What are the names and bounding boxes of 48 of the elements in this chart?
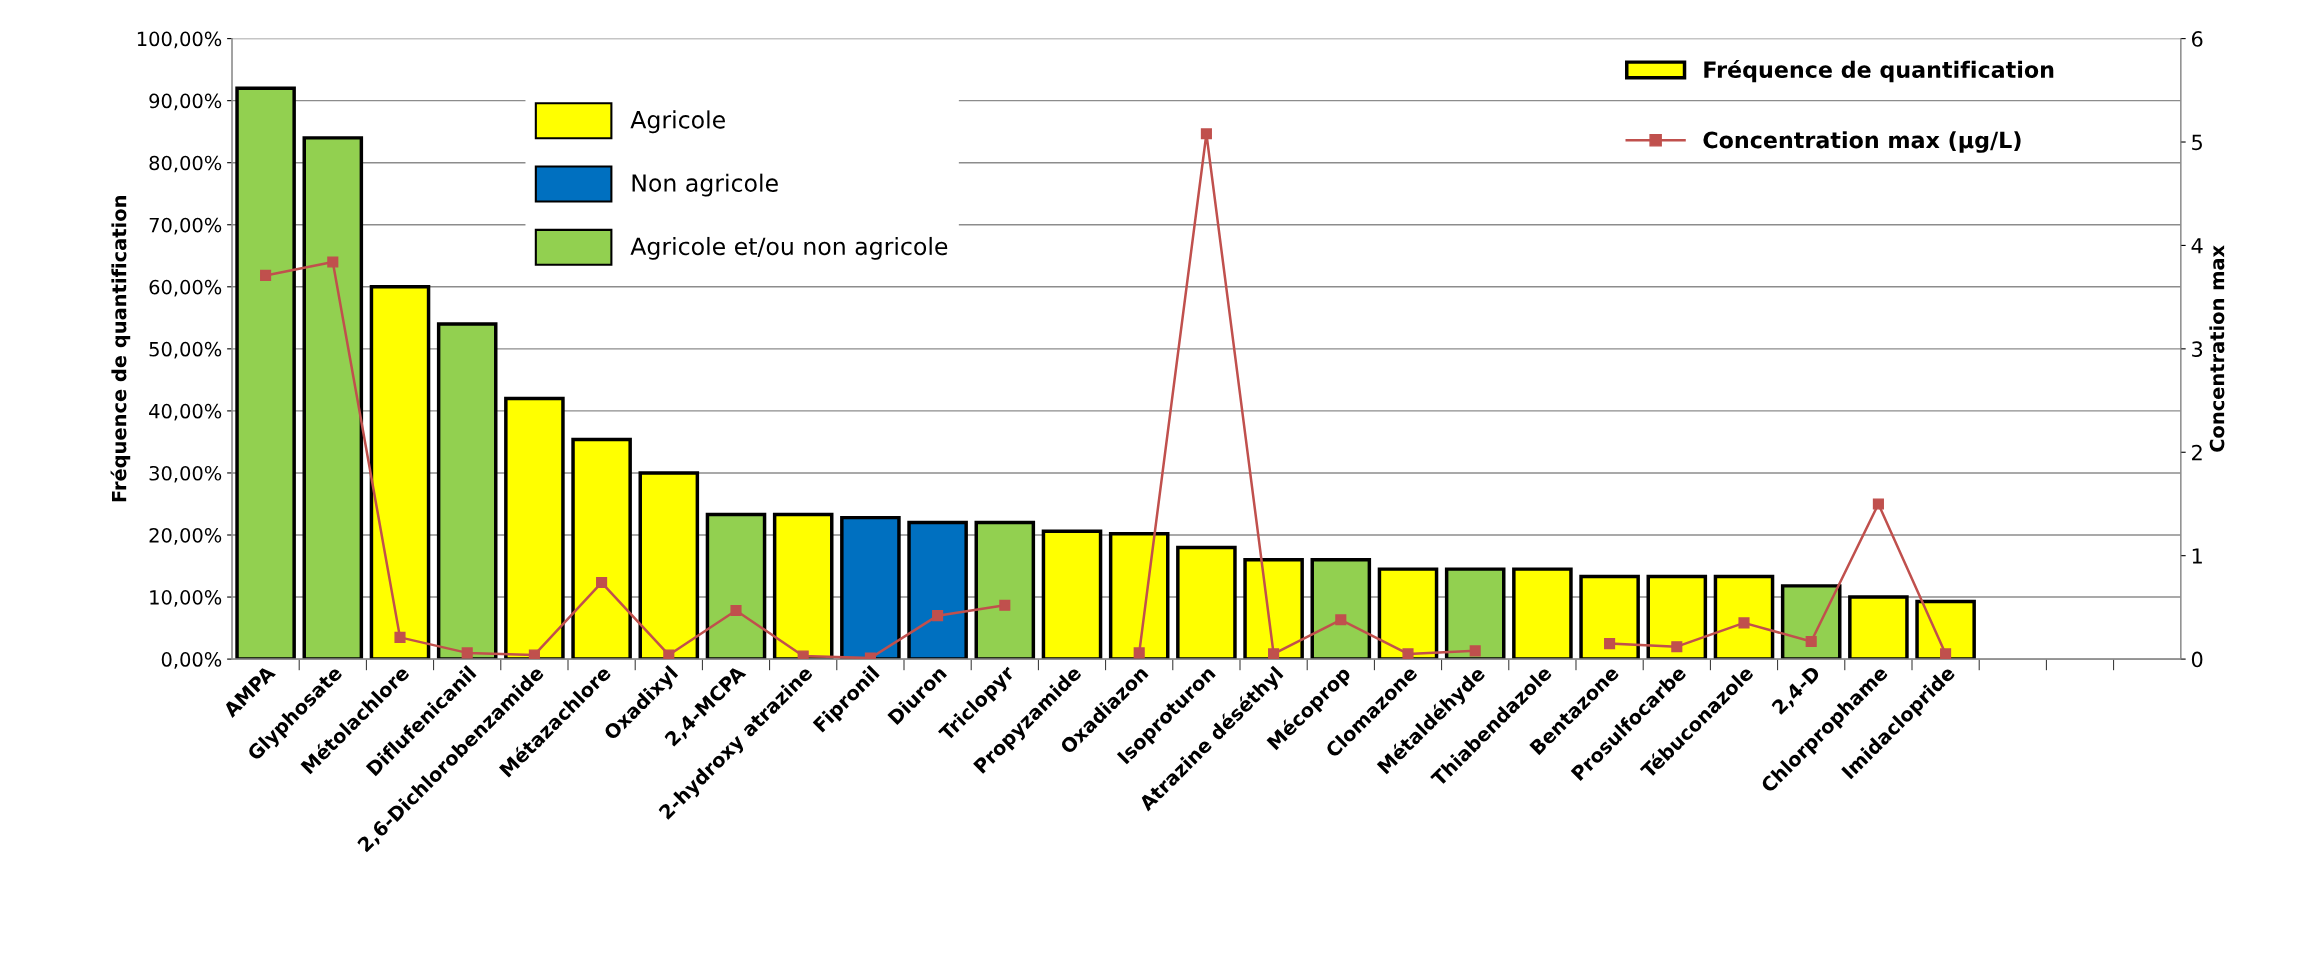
point xyxy=(730,604,742,617)
point xyxy=(999,599,1011,611)
point xyxy=(1133,647,1145,659)
point xyxy=(1268,648,1280,660)
point xyxy=(1200,128,1212,140)
y2-tick-label: 3 xyxy=(2192,341,2203,358)
point xyxy=(461,647,473,659)
y-tick-label: 30,00% xyxy=(149,465,222,483)
point xyxy=(260,269,272,281)
point xyxy=(1671,641,1683,653)
y2-tick-label: 4 xyxy=(2191,238,2203,254)
point xyxy=(327,256,339,268)
annotation: Agricole et/ou non agricole xyxy=(630,236,948,260)
point xyxy=(797,650,809,660)
y2-tick-label: 2 xyxy=(2192,444,2202,461)
legend-label: Concentration max (µg/L) xyxy=(1703,131,2021,153)
y-tick-label: 10,00% xyxy=(150,590,222,607)
point xyxy=(663,649,675,660)
annotation: Agricole xyxy=(630,110,725,134)
point xyxy=(932,610,944,622)
y-tick-label: 70,00% xyxy=(149,217,222,235)
point xyxy=(1604,638,1616,650)
point xyxy=(1805,635,1817,648)
point xyxy=(1738,617,1750,629)
point xyxy=(1872,498,1884,510)
y-tick-label: 20,00% xyxy=(149,527,222,545)
y-tick-label: 80,00% xyxy=(149,155,222,173)
y2-tick-label: 5 xyxy=(2192,134,2202,151)
y-tick-label: 100,00% xyxy=(137,31,222,49)
annotation: Non agricole xyxy=(632,173,778,197)
y2-tick-label: 6 xyxy=(2191,31,2203,47)
point xyxy=(1469,645,1481,657)
y-axis-title: Fréquence de quantification xyxy=(110,196,131,502)
point xyxy=(1940,648,1952,660)
point xyxy=(596,577,608,589)
legend-label: Fréquence de quantification xyxy=(1704,59,2054,83)
y2-axis-title: Concentration max xyxy=(2209,245,2225,452)
y-tick-label: 90,00% xyxy=(149,93,222,111)
point xyxy=(528,649,540,660)
y-tick-label: 40,00% xyxy=(149,403,222,421)
y2-tick-label: 1 xyxy=(2192,548,2202,564)
point xyxy=(1402,648,1414,660)
y-tick-label: 60,00% xyxy=(149,279,222,297)
y-tick-label: 50,00% xyxy=(149,341,222,359)
y-tick-label: 0,00% xyxy=(161,652,222,669)
point xyxy=(1335,614,1347,626)
point xyxy=(394,631,406,643)
y2-tick-label: 0 xyxy=(2191,651,2203,668)
